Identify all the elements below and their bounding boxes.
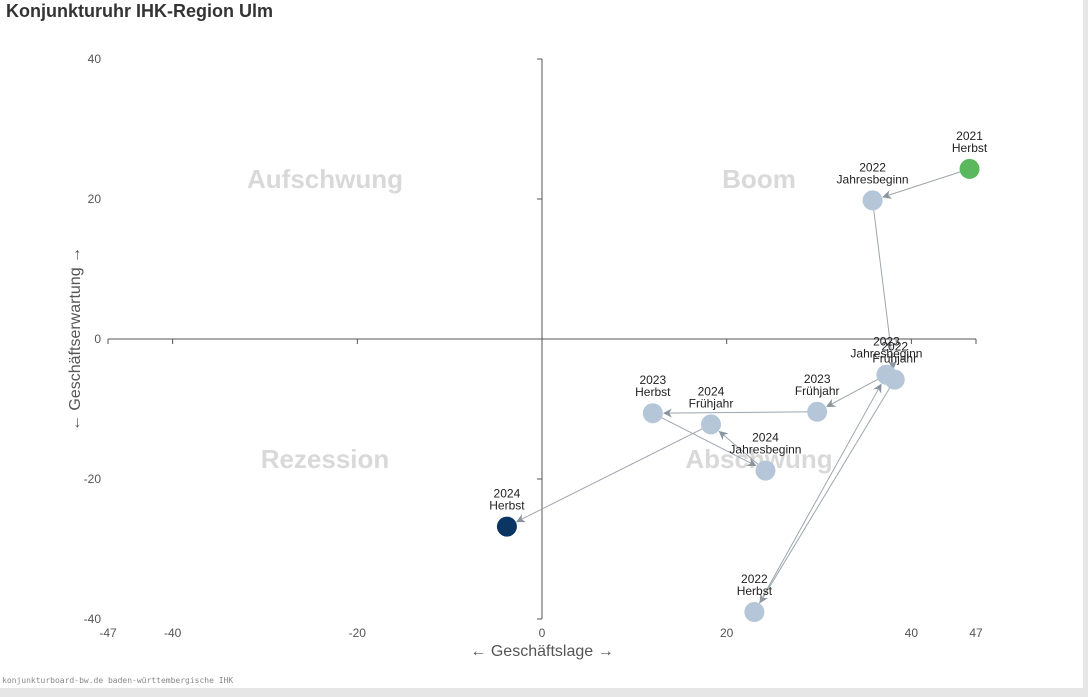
chart-title: Konjunkturuhr IHK-Region Ulm	[6, 1, 273, 21]
point-label-season: Herbst	[489, 499, 525, 513]
point-label-year: 2023	[804, 372, 831, 386]
quadrant-label-boom: Boom	[722, 164, 796, 194]
data-point-2023-herbst	[642, 403, 663, 424]
point-label-season: Herbst	[635, 385, 671, 399]
y-tick-label: 40	[88, 52, 102, 66]
x-tick-label: 20	[720, 626, 734, 640]
point-label-year: 2023	[639, 373, 666, 387]
x-tick-label: 0	[539, 626, 546, 640]
data-point-2023-frühjahr	[807, 401, 828, 422]
data-point-2021-herbst	[959, 158, 980, 179]
x-tick-label: -40	[164, 626, 182, 640]
trajectory-arrow	[882, 168, 970, 199]
trajectory-arrow	[652, 412, 757, 467]
x-tick-label: -47	[99, 626, 117, 640]
trajectory-arrow	[759, 379, 896, 604]
x-tick-label: -20	[349, 626, 367, 640]
point-label-year: 2022	[859, 160, 886, 174]
window-border-bottom	[0, 688, 1088, 697]
y-tick-label: -40	[84, 612, 102, 626]
point-label-year: 2024	[494, 487, 521, 501]
point-label-season: Frühjahr	[689, 396, 734, 410]
point-label-season: Herbst	[737, 584, 773, 598]
point-label-year: 2022	[881, 340, 908, 354]
trajectory-arrow	[515, 423, 712, 523]
point-label-year: 2024	[752, 431, 779, 445]
trajectory-arrow	[718, 430, 766, 471]
y-tick-label: 0	[94, 332, 101, 346]
window-border-right	[1083, 0, 1088, 697]
trajectory-arrow	[826, 374, 887, 408]
point-label-year: 2024	[698, 384, 725, 398]
quadrant-label-aufschwung: Aufschwung	[247, 164, 403, 194]
trajectory-arrow	[872, 200, 897, 370]
x-tick-label: 47	[969, 626, 983, 640]
quadrant-label-rezession: Rezession	[261, 444, 390, 474]
data-point-2024-frühjahr	[700, 414, 721, 435]
point-label-season: Herbst	[952, 141, 988, 155]
y-axis-label: ← Geschäftserwartung →	[67, 247, 84, 431]
point-label-year: 2021	[956, 129, 983, 143]
point-label-season: Jahresbeginn	[837, 172, 909, 186]
trajectory-arrow	[753, 383, 882, 613]
point-label-year: 2022	[741, 572, 768, 586]
x-axis-label: ← Geschäftslage →	[470, 643, 613, 660]
y-tick-label: 20	[88, 192, 102, 206]
footer-source: konjunkturboard-bw.de baden-württembergi…	[2, 676, 234, 685]
trajectory-arrow	[662, 408, 818, 418]
point-label-year: 2023	[873, 335, 900, 349]
y-tick-label: -20	[84, 472, 102, 486]
data-point-2022-jahresbeginn	[862, 190, 883, 211]
point-label-season: Frühjahr	[872, 352, 917, 366]
data-point-2024-herbst	[496, 516, 517, 537]
data-point-2024-jahresbeginn	[755, 460, 776, 481]
x-tick-label: 40	[905, 626, 919, 640]
data-point-2023-jahresbeginn	[876, 364, 897, 385]
point-label-season: Jahresbeginn	[850, 347, 922, 361]
data-point-2022-herbst	[744, 602, 765, 622]
point-label-season: Frühjahr	[795, 384, 840, 398]
point-label-season: Jahresbeginn	[729, 443, 801, 457]
